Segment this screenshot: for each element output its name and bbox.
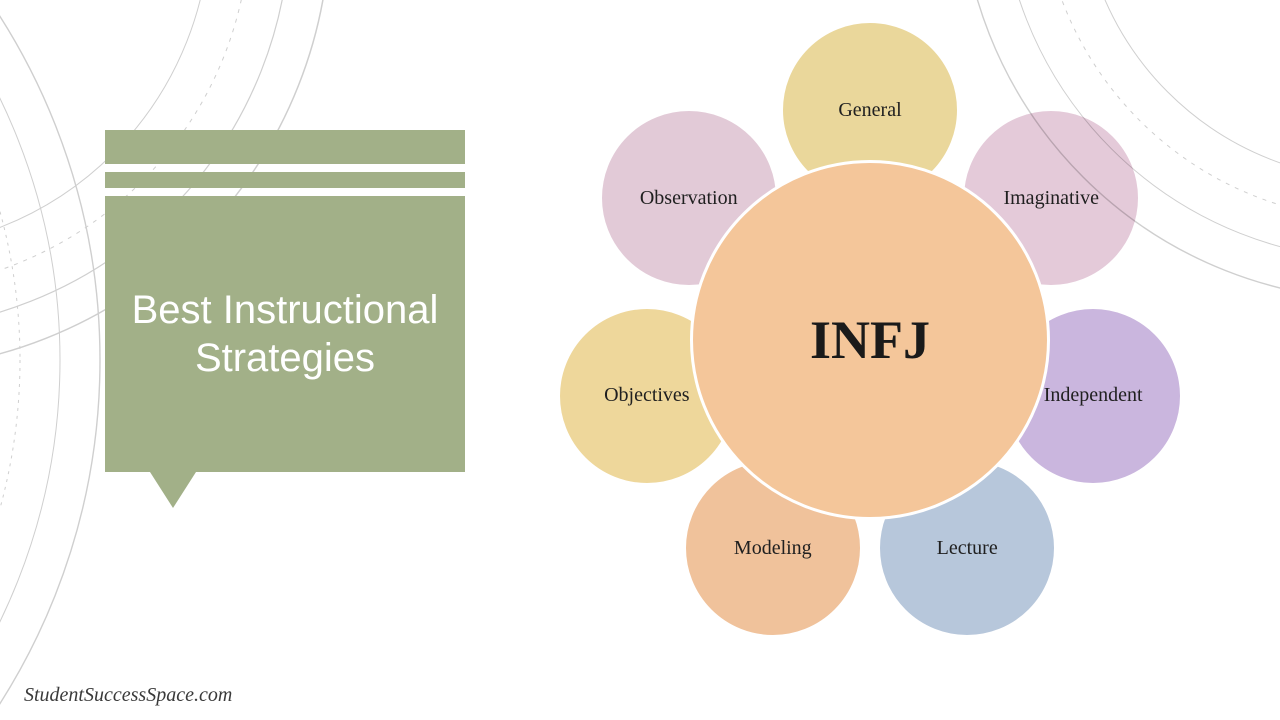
petal-label: Independent [1044, 384, 1143, 407]
petal-label: Objectives [604, 384, 690, 407]
center-label: INFJ [810, 309, 930, 371]
footer-attribution: StudentSuccessSpace.com [24, 684, 232, 707]
slide-stage: Best Instructional Strategies GeneralIma… [0, 0, 1280, 720]
petal-label: General [838, 99, 901, 122]
petal-label: Modeling [734, 537, 812, 560]
center-circle: INFJ [690, 160, 1050, 520]
petal-label: Observation [640, 187, 738, 210]
petal-label: Lecture [937, 537, 998, 560]
petal-label: Imaginative [1003, 187, 1099, 210]
radial-diagram: General Imaginative Independent Lecture Mode… [0, 0, 1280, 720]
